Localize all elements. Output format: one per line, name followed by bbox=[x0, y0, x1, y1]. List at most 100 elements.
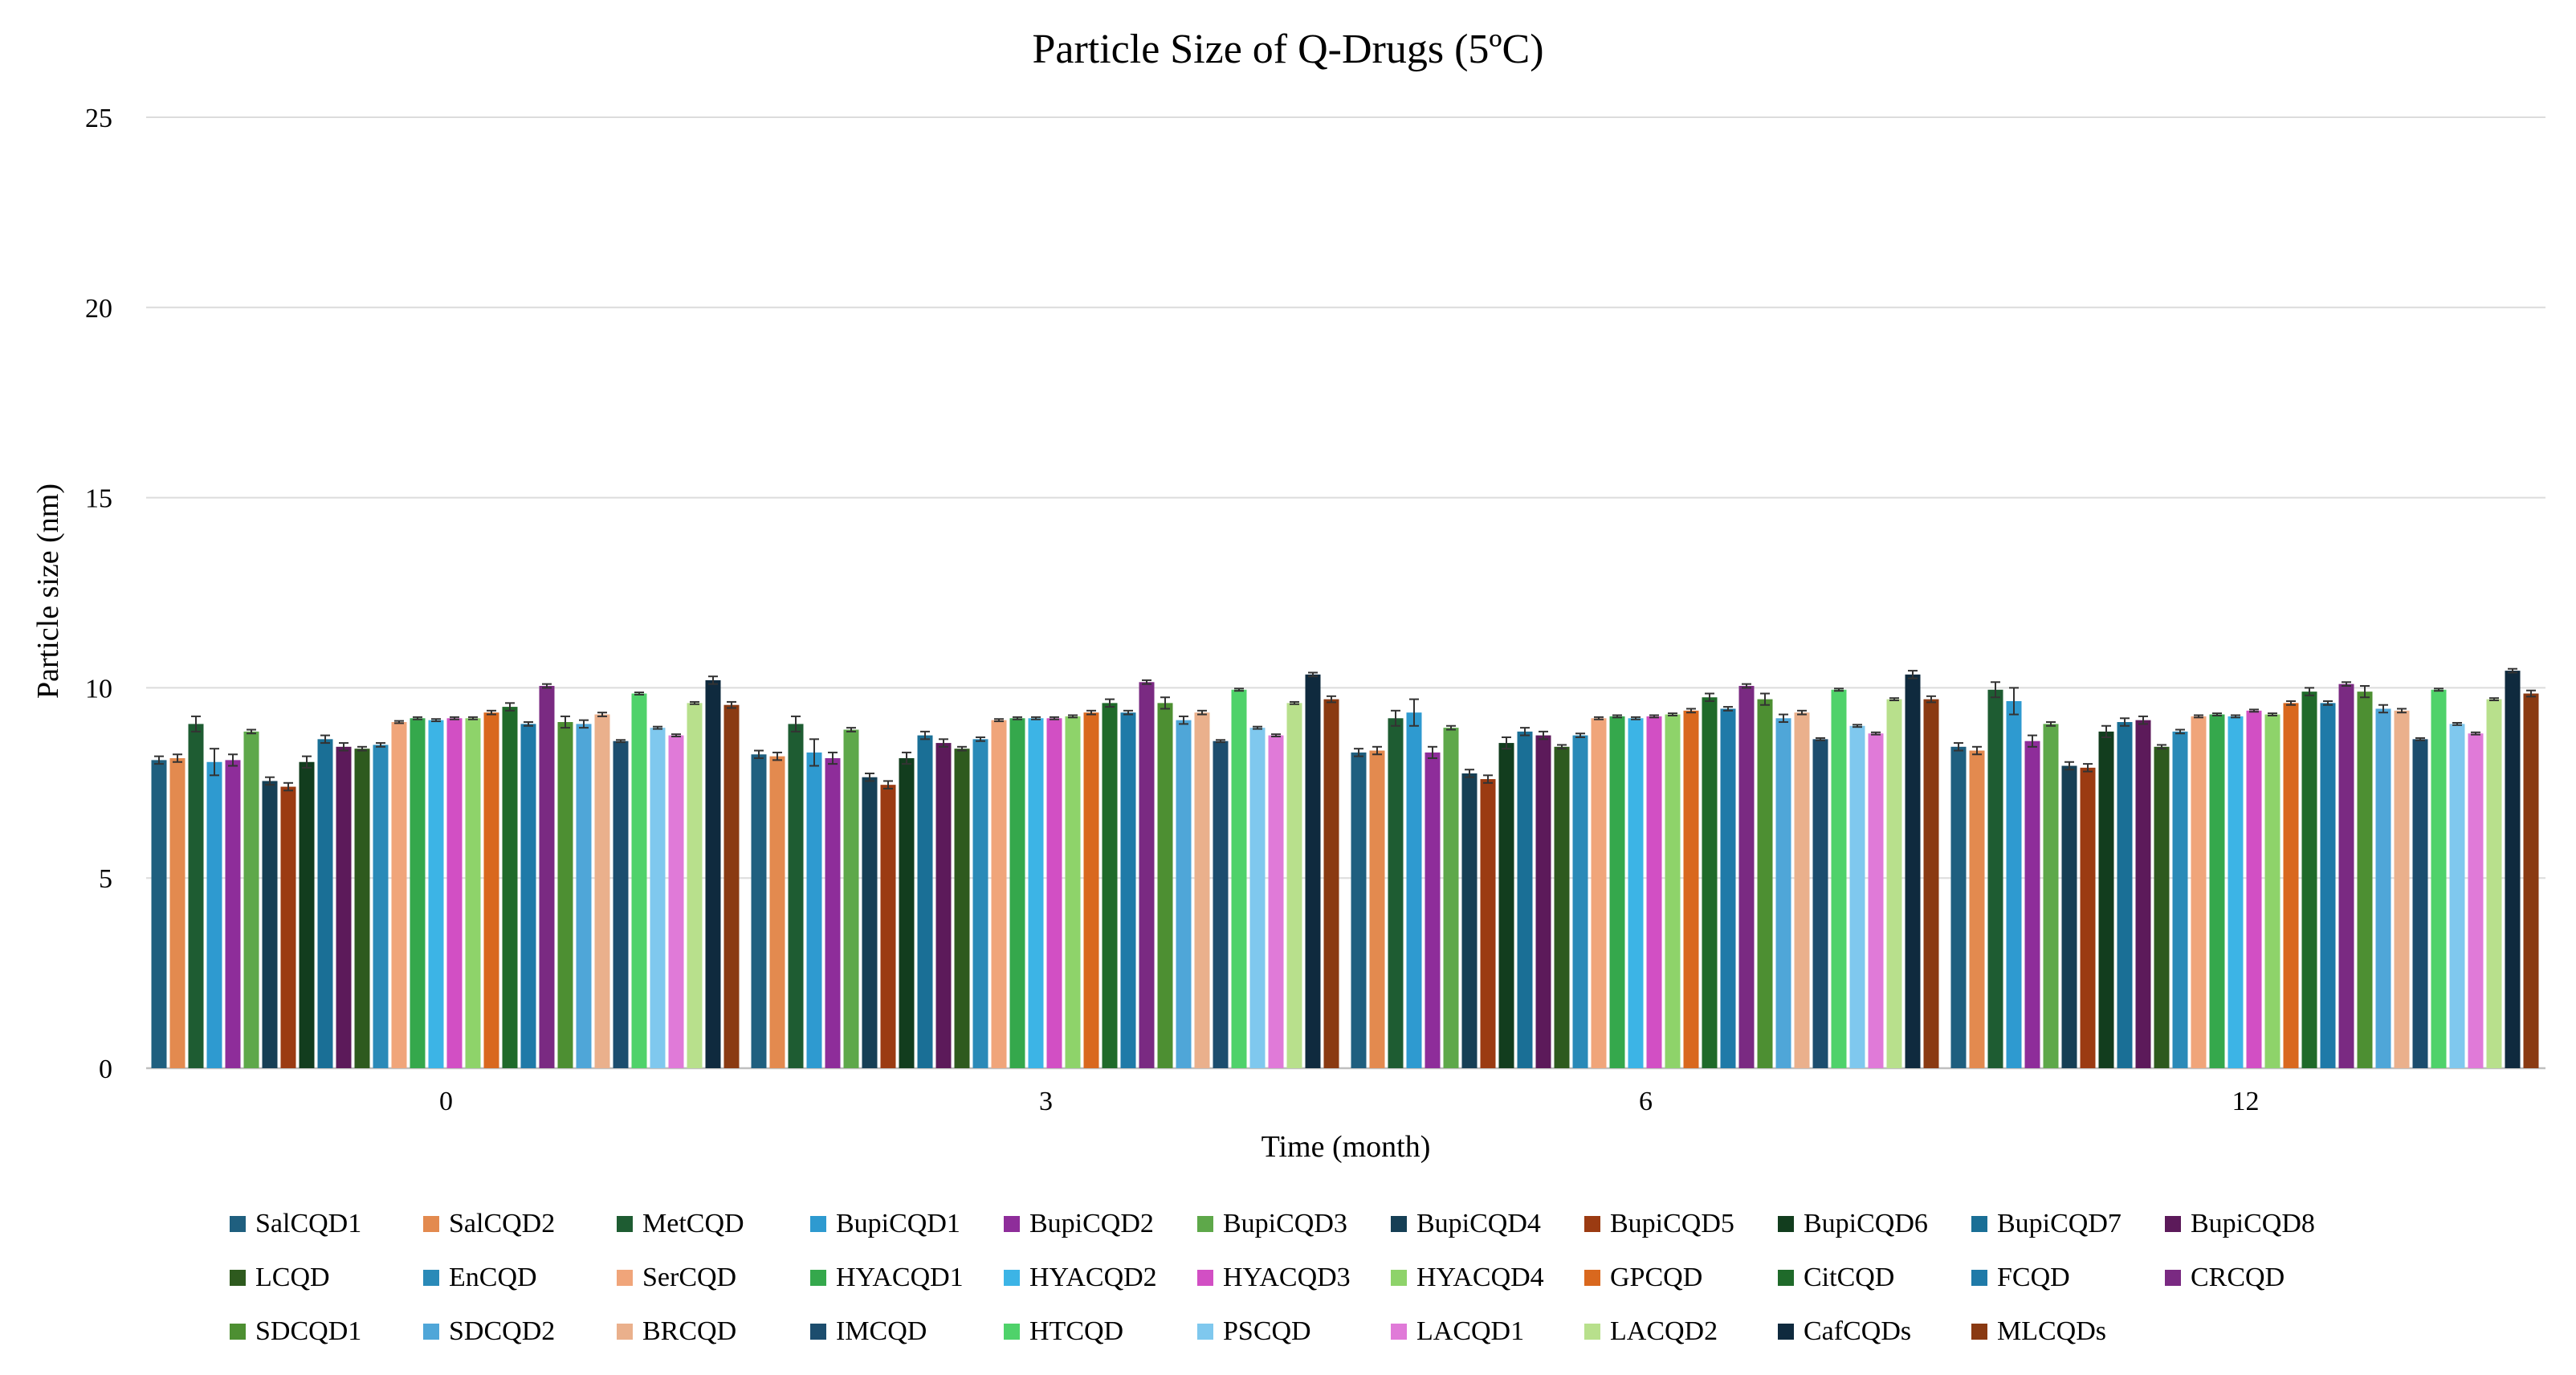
bar bbox=[2375, 708, 2391, 1068]
bar bbox=[594, 714, 610, 1068]
legend-swatch bbox=[1004, 1324, 1020, 1340]
bar bbox=[225, 760, 241, 1068]
bar bbox=[2098, 731, 2114, 1068]
bar bbox=[1176, 720, 1192, 1068]
legend-swatch bbox=[423, 1216, 439, 1232]
bar bbox=[410, 718, 426, 1068]
legend-swatch bbox=[1778, 1324, 1794, 1340]
bar bbox=[631, 693, 647, 1068]
bar bbox=[317, 739, 333, 1068]
bar bbox=[1738, 686, 1755, 1068]
bar bbox=[1139, 682, 1155, 1068]
bar bbox=[1286, 703, 1302, 1068]
bar bbox=[1157, 703, 1173, 1068]
legend-label: BupiCQD8 bbox=[2191, 1209, 2315, 1238]
y-tick-label: 0 bbox=[99, 1055, 112, 1084]
bar bbox=[2135, 720, 2151, 1068]
legend-swatch bbox=[2165, 1270, 2181, 1286]
legend-label: EnCQD bbox=[449, 1263, 537, 1292]
bar bbox=[1268, 735, 1284, 1068]
bar bbox=[1461, 773, 1478, 1068]
legend-label: LACQD1 bbox=[1416, 1316, 1524, 1346]
bar bbox=[1249, 728, 1266, 1068]
bar bbox=[1923, 699, 1939, 1068]
legend-swatch bbox=[1971, 1216, 1987, 1232]
bar bbox=[1886, 699, 1902, 1068]
legend-swatch bbox=[230, 1324, 246, 1340]
legend-label: HYACQD2 bbox=[1029, 1263, 1157, 1292]
legend-label: PSCQD bbox=[1223, 1316, 1311, 1346]
bar bbox=[1369, 750, 1385, 1068]
bar bbox=[483, 712, 499, 1068]
bar bbox=[1065, 716, 1081, 1068]
bar bbox=[2006, 700, 2022, 1068]
bar bbox=[935, 743, 952, 1068]
legend-label: SDCQD2 bbox=[449, 1316, 555, 1346]
bar bbox=[1905, 674, 1921, 1068]
bar bbox=[1305, 674, 1321, 1068]
legend-label: SDCQD1 bbox=[255, 1316, 361, 1346]
bar bbox=[2486, 699, 2502, 1068]
legend-swatch bbox=[810, 1270, 826, 1286]
legend-swatch bbox=[810, 1216, 826, 1232]
x-tick-label: 6 bbox=[1639, 1087, 1653, 1116]
bar bbox=[2191, 716, 2207, 1068]
bar bbox=[1868, 733, 1884, 1068]
bar bbox=[188, 724, 204, 1068]
bar bbox=[1812, 739, 1828, 1068]
y-tick-label: 5 bbox=[99, 864, 112, 894]
bar bbox=[1572, 735, 1588, 1068]
bar bbox=[539, 686, 555, 1068]
bar bbox=[2117, 722, 2133, 1068]
bar bbox=[1009, 718, 1025, 1068]
bar bbox=[428, 720, 444, 1068]
legend-label: FCQD bbox=[1997, 1263, 2070, 1292]
bar bbox=[2301, 692, 2317, 1068]
bar bbox=[788, 724, 804, 1068]
bar bbox=[262, 781, 278, 1068]
y-tick-label: 20 bbox=[85, 294, 112, 324]
bar bbox=[862, 777, 878, 1068]
legend-label: SalCQD1 bbox=[255, 1209, 361, 1238]
bar bbox=[1794, 712, 1810, 1068]
legend-label: GPCQD bbox=[1610, 1263, 1702, 1292]
bar bbox=[917, 735, 933, 1068]
bar bbox=[1535, 735, 1551, 1068]
bar bbox=[1388, 718, 1404, 1068]
bar bbox=[1517, 731, 1533, 1068]
y-axis-title: Particle size (nm) bbox=[31, 483, 65, 699]
legend-label: HYACQD1 bbox=[836, 1263, 964, 1292]
bar bbox=[1213, 741, 1229, 1068]
x-tick-label: 3 bbox=[1039, 1087, 1053, 1116]
x-axis-title: Time (month) bbox=[1262, 1130, 1431, 1164]
y-axis-ticks: 0 5 10 15 20 25 bbox=[85, 104, 112, 1084]
y-tick-label: 25 bbox=[85, 104, 112, 133]
bar bbox=[2172, 731, 2188, 1068]
bar bbox=[2080, 767, 2096, 1068]
bar bbox=[2449, 724, 2465, 1068]
bar bbox=[2061, 765, 2077, 1068]
bar bbox=[825, 758, 841, 1068]
legend-swatch bbox=[230, 1270, 246, 1286]
bar bbox=[1831, 689, 1847, 1068]
bar bbox=[1969, 750, 1985, 1068]
legend-swatch bbox=[1778, 1270, 1794, 1286]
bar bbox=[1498, 743, 1514, 1068]
bar bbox=[1609, 716, 1625, 1068]
bar bbox=[391, 722, 407, 1068]
bar bbox=[2505, 671, 2521, 1068]
bar bbox=[1323, 699, 1339, 1068]
legend-swatch bbox=[810, 1324, 826, 1340]
bar bbox=[1194, 712, 1210, 1068]
bar bbox=[1591, 718, 1607, 1068]
bar bbox=[1406, 712, 1422, 1068]
bar bbox=[769, 756, 785, 1068]
legend-label: SalCQD2 bbox=[449, 1209, 555, 1238]
bar bbox=[446, 718, 463, 1068]
bar bbox=[1849, 725, 1865, 1068]
bar bbox=[354, 749, 370, 1068]
bar bbox=[2024, 741, 2040, 1068]
bar bbox=[1665, 714, 1681, 1068]
legend-label: HYACQD4 bbox=[1416, 1263, 1544, 1292]
